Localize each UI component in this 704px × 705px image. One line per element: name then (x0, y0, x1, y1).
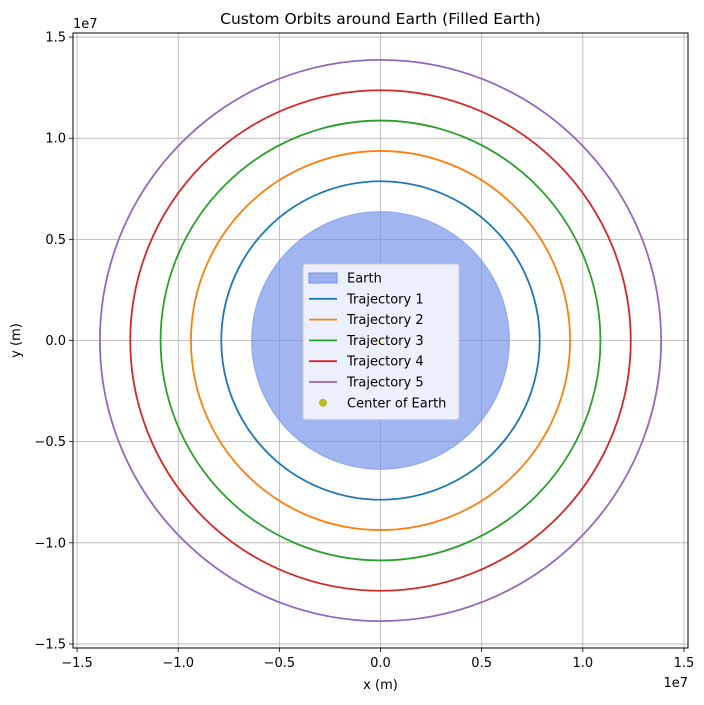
trajectory-1-orbit (220, 180, 541, 501)
y-tick-label: −0.5 (34, 435, 66, 450)
x-axis-ticks: −1.5 −1.0 −0.5 0.0 0.5 1.0 1.5 (61, 648, 694, 671)
y-axis-label: y (m) (9, 323, 24, 358)
x-axis-label: x (m) (363, 678, 398, 693)
legend-label-trajectory-2: Trajectory 2 (346, 313, 424, 328)
x-tick-label: 1.5 (674, 656, 695, 671)
legend-swatch-center-of-earth (319, 398, 327, 407)
x-tick-label: 1.0 (572, 656, 593, 671)
legend-label-trajectory-4: Trajectory 4 (346, 355, 424, 370)
x-tick-label: 0.5 (471, 656, 492, 671)
x-tick-label: −1.0 (162, 656, 194, 671)
chart-title: Custom Orbits around Earth (Filled Earth… (220, 10, 541, 28)
y-axis-ticks: −1.5 −1.0 −0.5 0.0 0.5 1.0 1.5 (34, 31, 73, 652)
legend-label-center-of-earth: Center of Earth (347, 396, 446, 411)
y-tick-label: 1.5 (45, 31, 66, 46)
legend-box (302, 263, 460, 421)
x-tick-label: −0.5 (264, 656, 296, 671)
legend-label-trajectory-1: Trajectory 1 (346, 292, 424, 307)
y-tick-label: −1.0 (34, 536, 66, 551)
y-tick-label: 0.0 (45, 334, 66, 349)
x-tick-label: −1.5 (61, 656, 93, 671)
x-tick-label: 0.0 (370, 656, 391, 671)
x-axis-exponent: 1e7 (663, 676, 688, 691)
trajectory-4-orbit (129, 89, 632, 592)
trajectory-5-orbit (98, 58, 663, 623)
y-tick-label: −1.5 (34, 637, 66, 652)
trajectory-3-orbit (159, 119, 602, 562)
legend-swatch-earth (308, 272, 338, 284)
legend: Earth Trajectory 1 Trajectory 2 Trajectory … (302, 263, 460, 421)
y-axis-exponent: 1e7 (73, 17, 98, 32)
legend-label-earth: Earth (347, 272, 382, 287)
y-tick-label: 1.0 (45, 132, 66, 147)
legend-label-trajectory-5: Trajectory 5 (346, 376, 424, 391)
trajectory-2-orbit (190, 150, 571, 531)
legend-label-trajectory-3: Trajectory 3 (346, 334, 424, 349)
y-tick-label: 0.5 (45, 233, 66, 248)
